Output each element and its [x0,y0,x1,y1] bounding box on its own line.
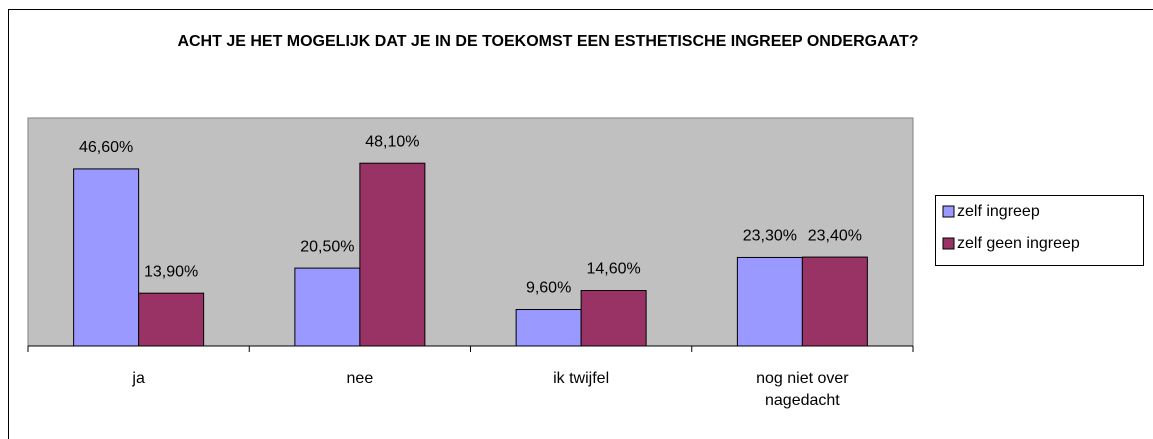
legend-box [935,195,1144,266]
value-label: 46,60% [79,139,133,156]
bar [138,292,205,347]
bar [801,256,868,347]
legend-swatch [942,237,955,250]
bar [736,256,803,347]
legend-label: zelf geen ingreep [957,235,1080,252]
chart-title: ACHT JE HET MOGELIJK DAT JE IN DE TOEKOM… [177,33,919,50]
legend-label: zelf ingreep [957,203,1040,220]
chart-border [8,9,1153,439]
legend-swatch [942,205,955,218]
bar [294,267,361,347]
value-label: 9,60% [526,280,571,297]
bar [580,290,647,347]
x-tick-label: ja [132,370,145,387]
x-tick-label: nee [346,370,374,387]
x-tick-label: ik twijfel [553,370,610,387]
value-label: 20,50% [300,238,354,255]
value-label: 13,90% [144,263,198,280]
value-label: 14,60% [586,261,640,278]
bar [359,162,426,347]
value-label: 48,10% [365,133,419,150]
bar [515,309,582,347]
value-label: 23,30% [743,228,797,245]
value-label: 23,40% [808,227,862,244]
x-tick-label: nog niet over nagedacht [756,370,849,409]
bar [73,168,140,347]
